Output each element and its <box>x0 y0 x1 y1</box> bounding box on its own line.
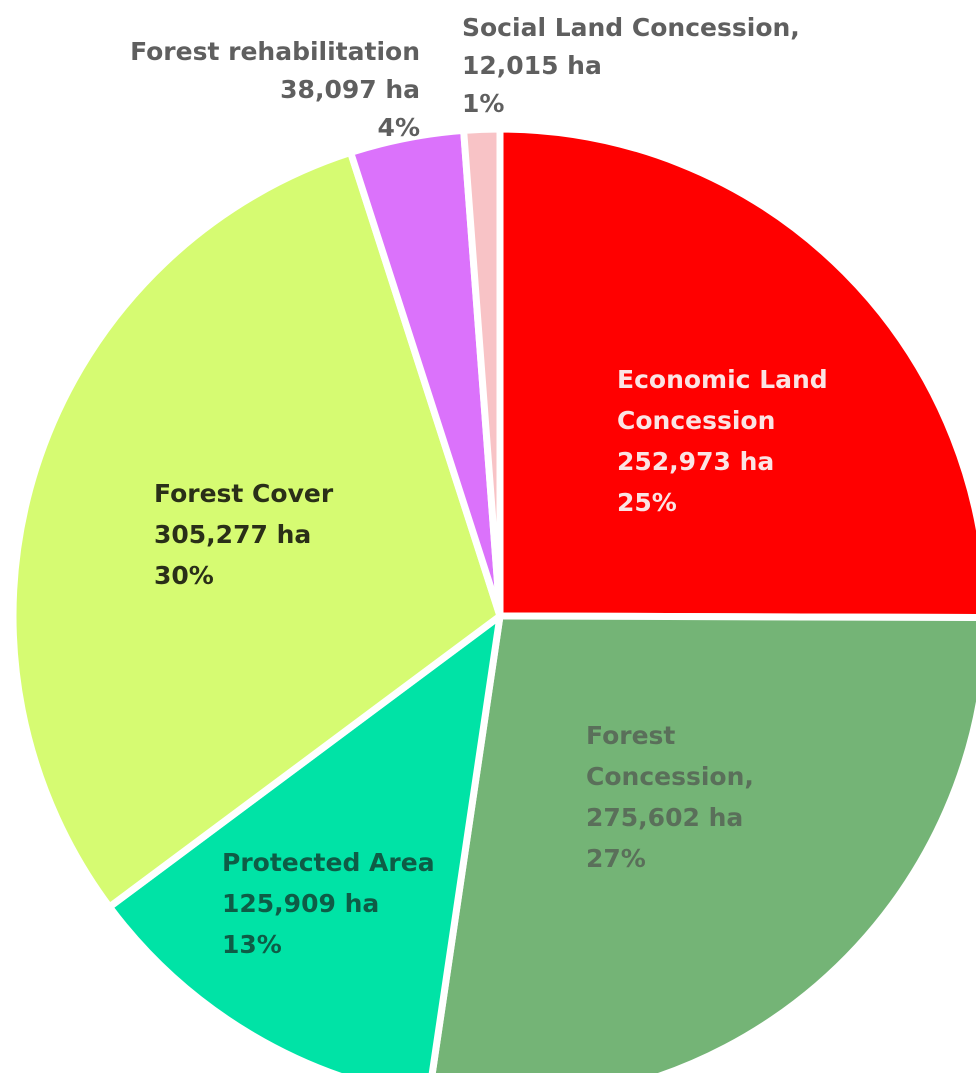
pie-slice-forest-cover <box>9 148 504 911</box>
slice-label-line: Economic Land <box>617 365 828 394</box>
slice-label-line: 125,909 ha <box>222 889 379 918</box>
slice-label-line: 38,097 ha <box>280 75 420 104</box>
slice-label-line: 305,277 ha <box>154 520 311 549</box>
slice-label-line: 4% <box>378 113 420 142</box>
pie-slice-social-land-concession <box>460 125 504 620</box>
slice-label-line: Social Land Concession, <box>462 13 800 42</box>
slice-label-line: Concession, <box>586 762 754 791</box>
slice-label-line: 12,015 ha <box>462 51 602 80</box>
slice-label-line: 13% <box>222 930 282 959</box>
slice-label-forest-rehabilitation: Forest rehabilitation 38,097 ha 4% <box>130 37 420 142</box>
slice-label-economic-land-concession: Economic Land Concession 252,973 ha 25% <box>617 365 828 517</box>
pie-slice-protected-area <box>105 612 504 1073</box>
slice-label-line: Forest Cover <box>154 479 334 508</box>
slice-label-line: 30% <box>154 561 214 590</box>
slice-label-social-land-concession: Social Land Concession, 12,015 ha 1% <box>462 13 800 118</box>
slice-label-line: Forest rehabilitation <box>130 37 420 66</box>
slice-label-forest-concession: Forest Concession, 275,602 ha 27% <box>586 721 754 873</box>
slice-label-line: 252,973 ha <box>617 447 774 476</box>
slice-label-line: 275,602 ha <box>586 803 743 832</box>
slice-label-line: Forest <box>586 721 675 750</box>
slice-label-line: Protected Area <box>222 848 435 877</box>
slice-label-protected-area: Protected Area 125,909 ha 13% <box>222 848 435 959</box>
slice-label-forest-cover: Forest Cover 305,277 ha 30% <box>154 479 334 590</box>
slice-label-line: Concession <box>617 406 775 435</box>
pie-slices <box>9 125 976 1073</box>
slice-label-line: 25% <box>617 488 677 517</box>
pie-slice-forest-concession <box>428 612 976 1073</box>
slice-label-line: 1% <box>462 89 504 118</box>
pie-slice-economic-land-concession <box>496 125 976 621</box>
slice-label-line: 27% <box>586 844 646 873</box>
pie-labels: Economic Land Concession 252,973 ha 25% Fore… <box>130 13 828 959</box>
